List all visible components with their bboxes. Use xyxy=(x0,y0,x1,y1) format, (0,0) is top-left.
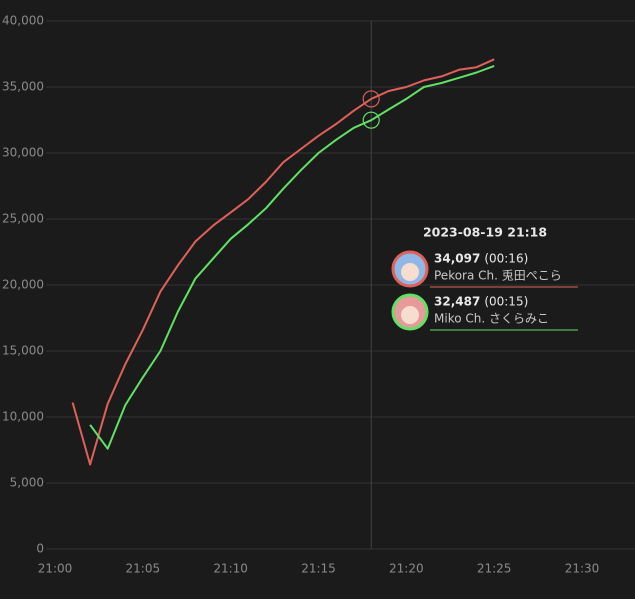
y-tick-label: 0 xyxy=(36,542,44,556)
y-tick-label: 30,000 xyxy=(2,146,44,160)
tooltip-name: Miko Ch. さくらみこ xyxy=(434,312,549,326)
tooltip-title: 2023-08-19 21:18 xyxy=(423,225,547,240)
hover-marker xyxy=(362,111,380,129)
y-tick-label: 40,000 xyxy=(2,14,44,28)
x-tick-label: 21:00 xyxy=(38,562,73,576)
x-tick-label: 21:30 xyxy=(565,562,600,576)
tooltip-value: 32,487 xyxy=(434,295,480,309)
tooltip-note: (00:15) xyxy=(484,295,528,309)
avatar-face xyxy=(401,306,419,324)
y-tick-label: 15,000 xyxy=(2,344,44,358)
tooltip-value: 34,097 xyxy=(434,252,480,266)
series-line xyxy=(89,64,495,450)
y-tick-label: 5,000 xyxy=(10,476,44,490)
x-tick-label: 21:15 xyxy=(301,562,336,576)
y-tick-label: 35,000 xyxy=(2,80,44,94)
x-tick-label: 21:05 xyxy=(126,562,161,576)
avatar-face xyxy=(401,263,419,281)
x-tick-label: 21:20 xyxy=(389,562,424,576)
x-tick-label: 21:25 xyxy=(477,562,512,576)
y-tick-label: 25,000 xyxy=(2,212,44,226)
x-tick-label: 21:10 xyxy=(213,562,248,576)
tooltip-note: (00:16) xyxy=(484,252,528,266)
tooltip: 2023-08-19 21:18 34,097 (00:16) Pekora Ch.… xyxy=(391,225,578,331)
tooltip-name: Pekora Ch. 兎田ぺこら xyxy=(434,269,562,283)
y-tick-label: 20,000 xyxy=(2,278,44,292)
series-line xyxy=(71,58,495,466)
y-tick-label: 10,000 xyxy=(2,410,44,424)
hover-marker xyxy=(362,90,380,108)
